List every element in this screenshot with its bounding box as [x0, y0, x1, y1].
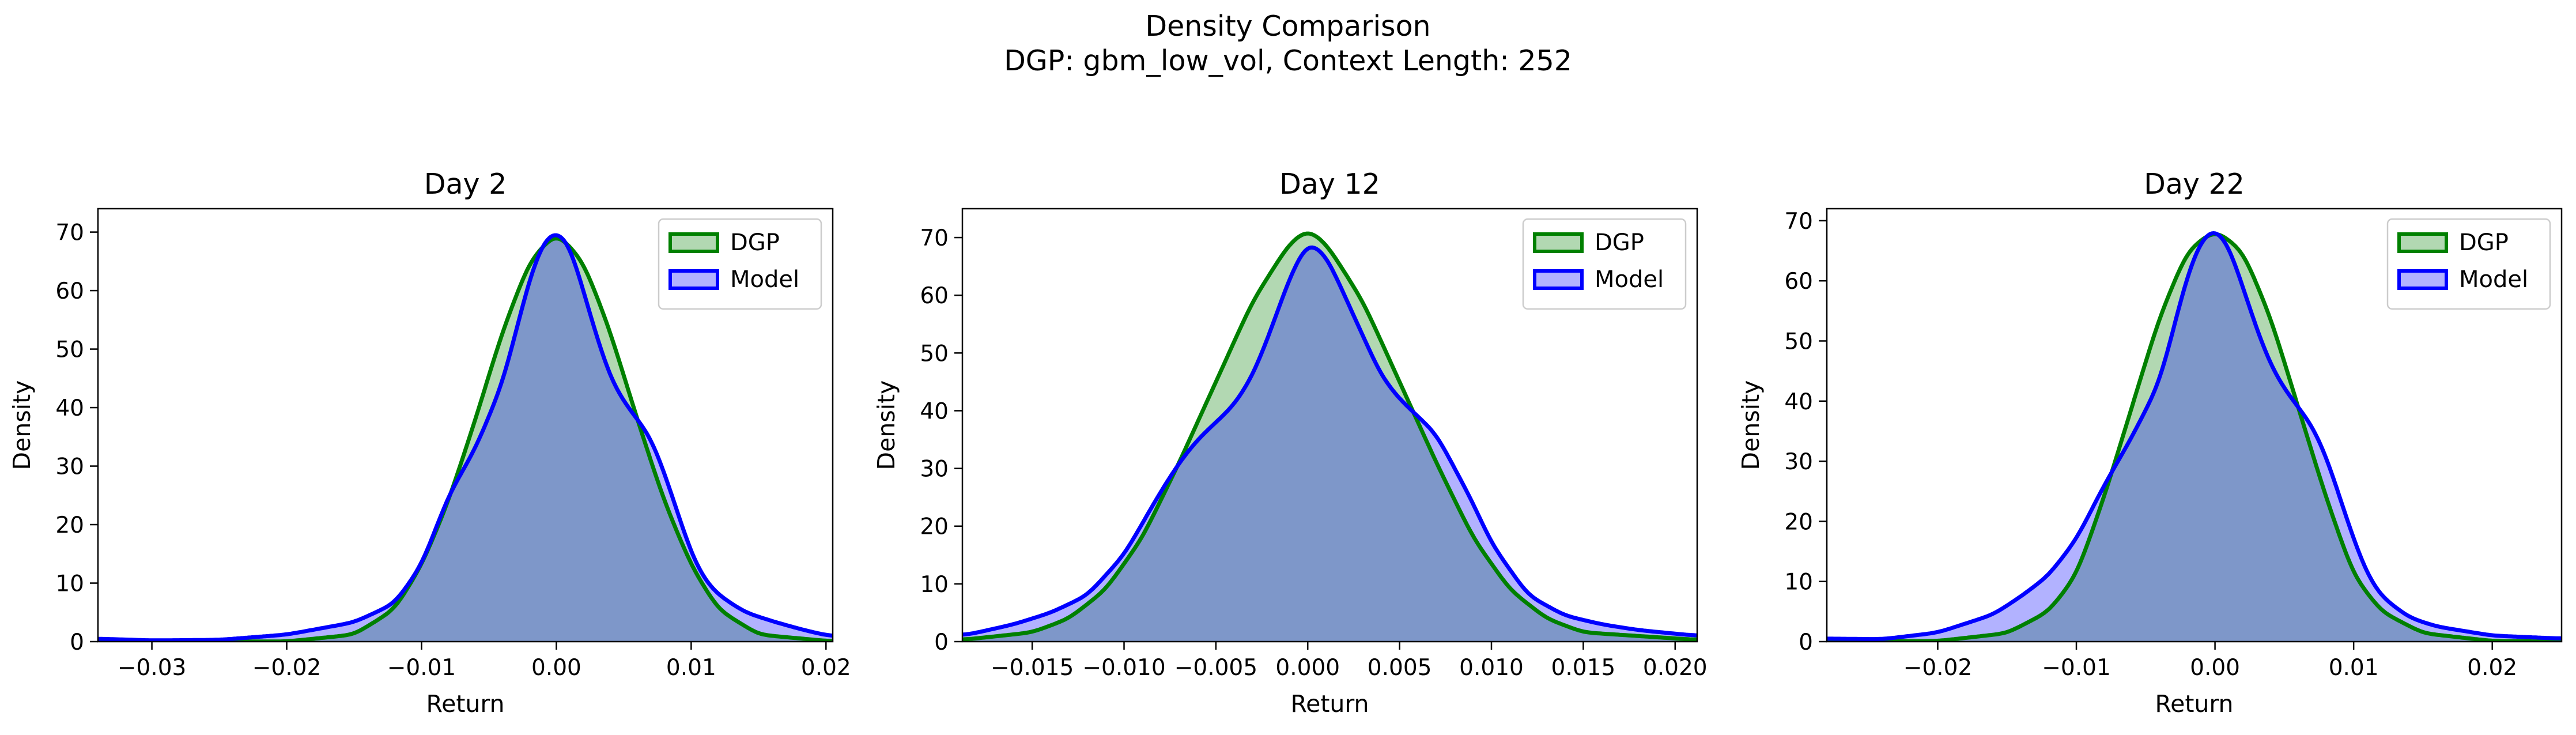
- legend-label: DGP: [1595, 229, 1644, 256]
- y-tick-label: 10: [1784, 570, 1813, 595]
- model-density-line: [98, 233, 833, 642]
- y-tick-label: 30: [920, 457, 949, 483]
- x-tick-label: −0.01: [2042, 655, 2111, 681]
- legend-label: DGP: [2459, 229, 2509, 256]
- overlap-density-fill: [98, 238, 833, 642]
- legend-swatch-model: [668, 269, 719, 290]
- y-tick-label: 40: [55, 395, 84, 421]
- y-tick-label: 60: [920, 283, 949, 309]
- y-tick-label: 70: [55, 220, 84, 246]
- y-tick-label: 50: [55, 337, 84, 363]
- model-density-line: [1827, 231, 2562, 642]
- legend: DGP Model: [658, 218, 822, 310]
- y-tick-label: 40: [1784, 389, 1813, 415]
- y-tick-label: 30: [55, 454, 84, 480]
- y-tick-label: 50: [920, 341, 949, 367]
- y-tick-label: 70: [1784, 209, 1813, 235]
- legend-swatch-model: [2397, 269, 2448, 290]
- y-tick-label: 0: [70, 630, 84, 655]
- x-axis-label: Return: [2155, 690, 2233, 718]
- y-tick-label: 10: [55, 571, 84, 597]
- x-tick-label: 0.005: [1368, 655, 1432, 681]
- x-axis-label: Return: [426, 690, 504, 718]
- x-tick-label: −0.03: [118, 655, 187, 681]
- density-panel-2: −0.015 −0.010 −0.005 0.000 0.005 0.010 0.015 0.…: [872, 168, 1708, 718]
- x-tick-label: −0.01: [387, 655, 456, 681]
- panel-title: Day 12: [1279, 168, 1380, 201]
- axes-frame: [961, 208, 1698, 643]
- legend-label: Model: [2459, 266, 2528, 293]
- x-tick-label: 0.015: [1551, 655, 1616, 681]
- axes-frame: [1826, 208, 2563, 643]
- panel-title: Day 22: [2144, 168, 2245, 201]
- density-panel-3: −0.02 −0.01 0.00 0.01 0.02 0 10 20 30 40 50 60 70 Day…: [1737, 168, 2563, 718]
- legend: DGP Model: [1522, 218, 1687, 310]
- x-tick-label: 0.02: [801, 655, 851, 681]
- y-tick-label: 30: [1784, 449, 1813, 475]
- dgp-density-line: [1827, 232, 2562, 642]
- x-tick-label: 0.000: [1275, 655, 1340, 681]
- y-tick-label: 60: [1784, 269, 1813, 295]
- x-tick-label: −0.005: [1174, 655, 1257, 681]
- y-tick-label: 40: [920, 398, 949, 424]
- x-tick-label: 0.00: [2190, 655, 2240, 681]
- y-tick-label: 50: [1784, 329, 1813, 355]
- overlap-density-fill: [1827, 234, 2562, 642]
- x-tick-label: 0.01: [666, 655, 716, 681]
- axes-frame: [97, 208, 834, 643]
- dgp-density-line: [962, 231, 1697, 642]
- x-tick-label: 0.02: [2467, 655, 2517, 681]
- legend-label: Model: [1595, 266, 1664, 293]
- figure-title-line2: DGP: gbm_low_vol, Context Length: 252: [1004, 44, 1572, 77]
- legend-swatch-dgp: [1533, 232, 1584, 253]
- x-tick-label: −0.02: [1903, 655, 1973, 681]
- legend-swatch-dgp: [668, 232, 719, 253]
- y-tick-label: 70: [920, 225, 949, 251]
- legend-swatch-model: [1533, 269, 1584, 290]
- y-tick-label: 0: [1799, 630, 1813, 655]
- legend: DGP Model: [2386, 218, 2551, 310]
- x-axis-label: Return: [1290, 690, 1369, 718]
- x-tick-label: −0.010: [1082, 655, 1165, 681]
- density-panel-1: −0.03 −0.02 −0.01 0.00 0.01 0.02 0 10 20 30 40 50 60…: [8, 168, 851, 718]
- x-tick-label: −0.02: [252, 655, 322, 681]
- legend-label: Model: [730, 266, 799, 293]
- y-tick-label: 60: [55, 278, 84, 304]
- legend-swatch-dgp: [2397, 232, 2448, 253]
- legend-label: DGP: [730, 229, 780, 256]
- y-tick-label: 10: [920, 572, 949, 598]
- y-axis-label: Density: [8, 380, 36, 470]
- x-tick-label: 0.010: [1459, 655, 1524, 681]
- x-tick-label: −0.015: [991, 655, 1074, 681]
- y-axis-label: Density: [872, 380, 900, 470]
- model-density-line: [962, 245, 1697, 638]
- overlap-density-fill: [962, 247, 1697, 642]
- y-tick-label: 20: [920, 514, 949, 540]
- figure-title-line1: Density Comparison: [1145, 10, 1430, 43]
- x-tick-label: 0.020: [1643, 655, 1708, 681]
- y-tick-label: 20: [1784, 509, 1813, 535]
- y-tick-label: 0: [934, 630, 949, 655]
- x-tick-label: 0.00: [531, 655, 581, 681]
- y-axis-label: Density: [1737, 380, 1765, 470]
- x-tick-label: 0.01: [2329, 655, 2379, 681]
- y-tick-label: 20: [55, 512, 84, 538]
- panel-title: Day 2: [424, 168, 507, 201]
